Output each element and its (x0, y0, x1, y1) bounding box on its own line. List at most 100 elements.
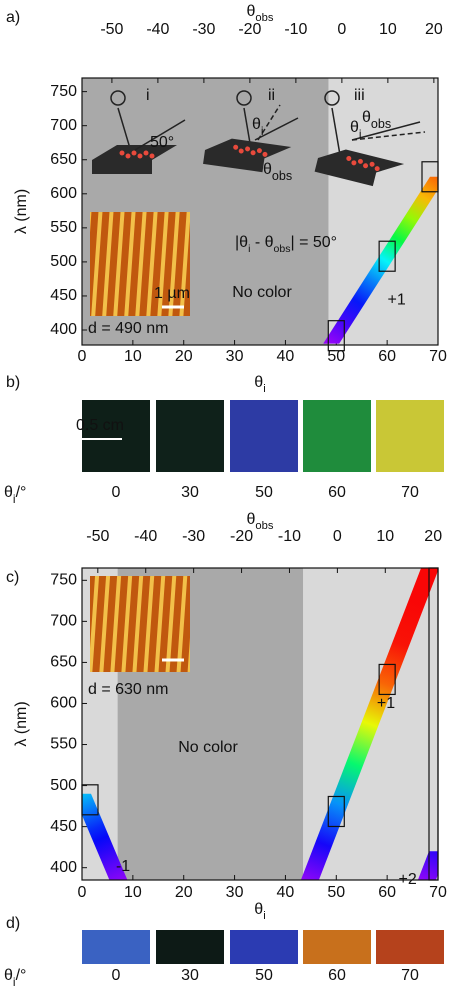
row-label: θi/° (4, 967, 26, 988)
photo-label: 60 (328, 484, 346, 501)
period-label: d = 490 nm (88, 320, 169, 337)
row-label-part: i (13, 975, 16, 988)
photo (230, 400, 298, 472)
x-tick-label: 20 (175, 348, 193, 365)
photo-label: 0 (112, 484, 121, 501)
photo-label: 70 (401, 484, 419, 501)
y-axis-title-part: λ (nm) (13, 189, 30, 234)
annotation-part: - θ (250, 234, 273, 251)
region-label: No color (178, 739, 238, 756)
diffraction-band (300, 568, 438, 880)
annotation: θi (252, 116, 264, 138)
x-tick-label: 50 (327, 884, 345, 901)
y-tick-label: 700 (50, 117, 77, 134)
x2-axis-title: θobs (247, 511, 274, 532)
y-tick-label: 650 (50, 654, 77, 671)
ray (351, 121, 421, 141)
x2-tick-label: -50 (100, 21, 123, 38)
annotation-part: θ (252, 116, 261, 133)
sample-dot (137, 153, 143, 159)
y-tick-label: 550 (50, 736, 77, 753)
y-tick-label: 500 (50, 777, 77, 794)
region-label: No color (232, 284, 292, 301)
x2-tick-label: 10 (376, 528, 394, 545)
annotation-part: obs (274, 243, 291, 255)
highlight-box (327, 795, 345, 828)
photo-label: 60 (328, 967, 346, 984)
row-label-part: θ (4, 967, 13, 984)
annotation-part: θ (263, 161, 272, 178)
annotation: θobs (263, 161, 292, 183)
annotation-part: i (248, 243, 250, 255)
sample-dot (262, 151, 268, 157)
x-tick-label: 50 (327, 348, 345, 365)
x-axis-title-part: i (263, 910, 266, 922)
photo-label: 50 (255, 967, 273, 984)
order-label: +1 (387, 291, 405, 308)
x2-tick-label: 20 (424, 528, 442, 545)
sample-dot (357, 158, 363, 164)
x-tick-label: 60 (378, 348, 396, 365)
row-label-part: θ (4, 484, 13, 501)
scale-label: 0.5 cm (76, 417, 124, 434)
sample-dot (125, 153, 131, 159)
x-tick-label: 70 (429, 884, 447, 901)
annotation: θobs (362, 109, 391, 131)
y-tick-label: 750 (50, 572, 77, 589)
highlight-box (428, 567, 439, 881)
x-tick-label: 30 (226, 348, 244, 365)
sample-dot (351, 160, 357, 166)
x-tick-label: 0 (78, 884, 87, 901)
sample-chip (92, 145, 177, 174)
x2-tick-label: -40 (146, 21, 169, 38)
panel-label: c) (6, 569, 19, 586)
sample-dot (238, 148, 244, 154)
order-label: +1 (377, 695, 395, 712)
x-axis-title-part: i (263, 383, 266, 395)
afm-inset (90, 212, 190, 316)
row-label-part: /° (16, 484, 27, 501)
x2-tick-label: 0 (337, 21, 346, 38)
annotation: 50° (150, 134, 174, 151)
ray (134, 119, 186, 151)
annotation: i (146, 87, 150, 104)
y-axis-title: λ (nm) (13, 701, 30, 746)
annotation-part: obs (371, 117, 391, 131)
sample-dot (233, 144, 239, 150)
photo (230, 930, 298, 964)
photo (82, 930, 150, 964)
x2-tick-label: -10 (278, 528, 301, 545)
annotation-part: i (261, 124, 264, 138)
x2-tick-label: -20 (238, 21, 261, 38)
panel-label: d) (6, 915, 20, 932)
bulb (110, 90, 126, 106)
x2-tick-label: -10 (284, 21, 307, 38)
sample-dot (369, 161, 375, 167)
annotation: ii (268, 87, 275, 104)
x-axis-title: θi (254, 901, 265, 922)
highlight-box (378, 663, 396, 696)
y-tick-label: 650 (50, 151, 77, 168)
sample-chip (314, 149, 405, 187)
bulb (324, 90, 340, 106)
annotation: θi (350, 119, 362, 141)
sample-dot (363, 163, 369, 169)
x-tick-label: 10 (124, 884, 142, 901)
y-tick-label: 500 (50, 253, 77, 270)
sample-dot (256, 148, 262, 154)
period-label: d = 630 nm (88, 681, 169, 698)
annotation: |θi - θobs| = 50° (235, 234, 337, 255)
y-axis-title-part: λ (nm) (13, 701, 30, 746)
photo (82, 400, 150, 472)
photo-label: 0 (112, 967, 121, 984)
x2-axis-title-part: θ (247, 511, 256, 528)
annotation-part: θ (362, 109, 371, 126)
row-label: θi/° (4, 484, 26, 506)
photo-label: 50 (255, 484, 273, 501)
x-tick-label: 40 (277, 348, 295, 365)
x-tick-label: 70 (429, 348, 447, 365)
row-label-part: /° (16, 967, 27, 984)
y-tick-label: 700 (50, 613, 77, 630)
sample-dot (374, 166, 380, 172)
